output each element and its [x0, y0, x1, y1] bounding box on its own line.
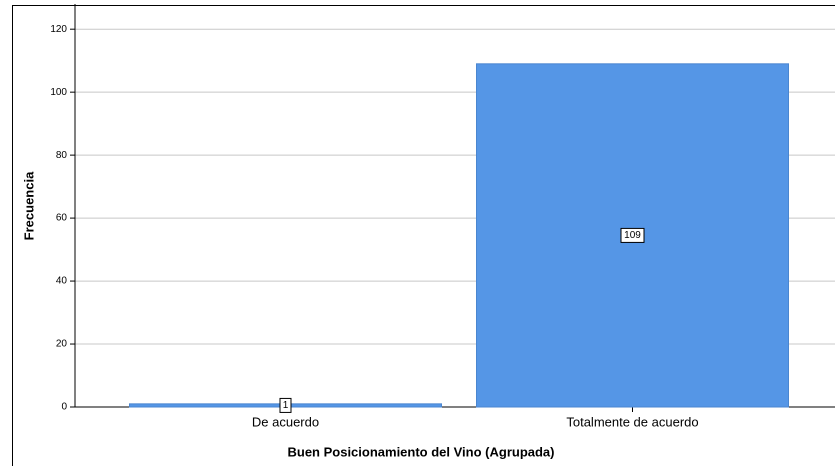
y-tick-label: 100 — [50, 87, 67, 98]
y-tick-label: 80 — [56, 150, 68, 161]
value-label: 1 — [283, 400, 289, 411]
x-axis-title: Buen Posicionamiento del Vino (Agrupada) — [287, 444, 554, 459]
value-label: 109 — [624, 230, 641, 241]
value-label-box — [279, 397, 292, 413]
value-label-box — [620, 227, 645, 243]
x-tick-label: Totalmente de acuerdo — [566, 414, 698, 429]
y-tick-label: 40 — [56, 276, 68, 287]
y-axis-title: Frecuencia — [21, 171, 36, 240]
y-tick-label: 120 — [50, 24, 67, 35]
y-tick-label: 0 — [61, 402, 67, 413]
y-tick-label: 20 — [56, 339, 68, 350]
x-tick-label: De acuerdo — [252, 414, 319, 429]
frame — [12, 5, 835, 466]
y-tick-label: 60 — [56, 213, 68, 224]
